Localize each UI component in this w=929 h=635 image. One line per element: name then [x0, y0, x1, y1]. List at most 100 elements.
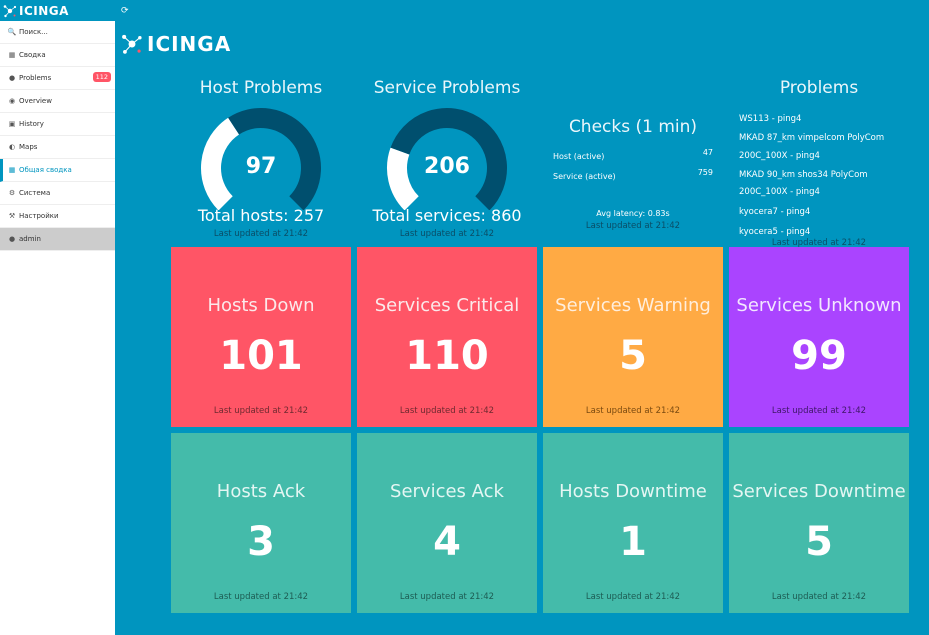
problem-item[interactable]: kyocera5 - ping4: [739, 227, 811, 237]
tile-last-updated: Last updated at 21:42: [399, 406, 495, 416]
tile-title: Services Critical: [374, 295, 520, 316]
problems-last-updated: Last updated at 21:42: [771, 238, 867, 248]
host-gauge-ok-arc: [228, 108, 321, 211]
sidebar-item-label: Настройки: [19, 212, 59, 220]
sidebar-item-label: Общая сводка: [19, 166, 72, 174]
service-gauge-problem-arc: [387, 147, 420, 211]
sidebar-item-user[interactable]: ● admin: [0, 228, 115, 251]
problem-item[interactable]: MKAD 90_km shos34 PolyCom: [739, 170, 868, 180]
service-gauge-ok-arc: [390, 108, 507, 211]
sidebar-item-label: Maps: [19, 143, 38, 151]
problem-item[interactable]: WS113 - ping4: [739, 114, 802, 124]
tile-title: Services Warning: [555, 295, 711, 316]
host-total: Total hosts: 257: [197, 206, 325, 225]
tile-value: 99: [791, 333, 847, 379]
host-gauge-chart: [201, 108, 321, 211]
sidebar-header: ICINGA: [0, 0, 115, 21]
checks-title: Checks (1 min): [568, 117, 698, 137]
icinga-logo-icon: [3, 4, 17, 17]
logo-text: ICINGA: [19, 3, 69, 18]
checks-service-label: Service (active): [553, 172, 616, 181]
tile-title: Services Ack: [390, 481, 504, 502]
host-problems-title: Host Problems: [199, 78, 323, 98]
tile-hosts-downtime[interactable]: Hosts Downtime 1 Last updated at 21:42: [543, 433, 723, 613]
tile-hosts-down[interactable]: Hosts Down 101 Last updated at 21:42: [171, 247, 351, 427]
alert-icon: ●: [8, 74, 16, 82]
tile-services-critical[interactable]: Services Critical 110 Last updated at 21…: [357, 247, 537, 427]
tile-services-ack[interactable]: Services Ack 4 Last updated at 21:42: [357, 433, 537, 613]
search-icon: 🔍: [7, 28, 17, 36]
problem-item[interactable]: kyocera7 - ping4: [739, 207, 811, 217]
problems-badge: 112: [92, 72, 111, 82]
icinga-logo-icon: [122, 34, 142, 54]
service-gauge-chart: [387, 108, 507, 211]
sidebar-item-label: Система: [19, 189, 51, 197]
tile-value: 5: [805, 519, 833, 565]
problem-item[interactable]: 200C_100X - ping4: [739, 151, 820, 161]
sidebar-item-label: History: [19, 120, 44, 128]
problem-item[interactable]: 200C_100X - ping4: [739, 187, 820, 197]
tile-value: 110: [405, 333, 489, 379]
tile-title: Hosts Ack: [216, 481, 306, 502]
grid-icon: ▦: [8, 51, 16, 59]
host-gauge-problem-arc: [201, 117, 240, 211]
checks-service-value: 759: [697, 168, 713, 177]
service-total: Total services: 860: [372, 206, 522, 225]
dashboard-logo-text: ICINGA: [147, 32, 232, 56]
tile-services-unknown[interactable]: Services Unknown 99 Last updated at 21:4…: [729, 247, 909, 427]
tile-value: 1: [619, 519, 647, 565]
sidebar-item-problems[interactable]: ● Problems 112: [0, 67, 115, 90]
search-label: Поиск...: [19, 28, 48, 36]
refresh-icon[interactable]: ⟳: [121, 6, 129, 16]
tile-value: 101: [219, 333, 303, 379]
checks-host-label: Host (active): [553, 152, 605, 161]
tile-value: 5: [619, 333, 647, 379]
logo[interactable]: ICINGA: [3, 2, 69, 19]
sidebar: ICINGA 🔍 Поиск... ▦ Сводка ● Problems 112 ◉ O…: [0, 0, 115, 635]
tile-last-updated: Last updated at 21:42: [213, 406, 309, 416]
sidebar-item-general-summary[interactable]: ▦ Общая сводка: [0, 159, 115, 182]
history-icon: ▣: [8, 120, 16, 128]
service-problems-title: Service Problems: [373, 78, 521, 98]
sidebar-item-settings[interactable]: ⚒ Настройки: [0, 205, 115, 228]
tile-last-updated: Last updated at 21:42: [585, 406, 681, 416]
sidebar-search[interactable]: 🔍 Поиск...: [0, 21, 115, 44]
host-problems-value: 97: [245, 154, 277, 179]
service-last-updated: Last updated at 21:42: [399, 229, 495, 239]
sidebar-item-system[interactable]: ⚙ Система: [0, 182, 115, 205]
service-problems-value: 206: [424, 154, 470, 179]
sidebar-item-history[interactable]: ▣ History: [0, 113, 115, 136]
tile-value: 4: [433, 519, 461, 565]
tile-services-downtime[interactable]: Services Downtime 5 Last updated at 21:4…: [729, 433, 909, 613]
globe-icon: ◐: [8, 143, 16, 151]
sidebar-item-overview[interactable]: ◉ Overview: [0, 90, 115, 113]
dashboard-logo: ICINGA: [121, 32, 231, 56]
service-problems-gauge: 206: [385, 106, 509, 230]
checks-last-updated: Last updated at 21:42: [585, 221, 681, 231]
tile-last-updated: Last updated at 21:42: [399, 592, 495, 602]
cogs-icon: ⚙: [8, 189, 16, 197]
user-icon: ●: [8, 235, 16, 243]
host-last-updated: Last updated at 21:42: [213, 229, 309, 239]
tile-title: Services Downtime: [732, 481, 906, 502]
sidebar-item-summary[interactable]: ▦ Сводка: [0, 44, 115, 67]
sidebar-item-label: Сводка: [19, 51, 46, 59]
grid-icon: ▦: [8, 166, 16, 174]
tile-title: Services Unknown: [736, 295, 902, 316]
tile-last-updated: Last updated at 21:42: [771, 406, 867, 416]
binoculars-icon: ◉: [8, 97, 16, 105]
sidebar-item-label: Problems: [19, 74, 52, 82]
problems-title: Problems: [779, 78, 859, 98]
tile-hosts-ack[interactable]: Hosts Ack 3 Last updated at 21:42: [171, 433, 351, 613]
host-problems-gauge: 97: [199, 106, 323, 230]
tile-last-updated: Last updated at 21:42: [585, 592, 681, 602]
tile-services-warning[interactable]: Services Warning 5 Last updated at 21:42: [543, 247, 723, 427]
tile-value: 3: [247, 519, 275, 565]
sidebar-item-maps[interactable]: ◐ Maps: [0, 136, 115, 159]
problem-item[interactable]: MKAD 87_km vimpelcom PolyCom: [739, 133, 885, 143]
tile-title: Hosts Down: [207, 295, 315, 316]
sidebar-item-label: Overview: [19, 97, 52, 105]
tile-last-updated: Last updated at 21:42: [213, 592, 309, 602]
tile-last-updated: Last updated at 21:42: [771, 592, 867, 602]
wrench-icon: ⚒: [8, 212, 16, 220]
